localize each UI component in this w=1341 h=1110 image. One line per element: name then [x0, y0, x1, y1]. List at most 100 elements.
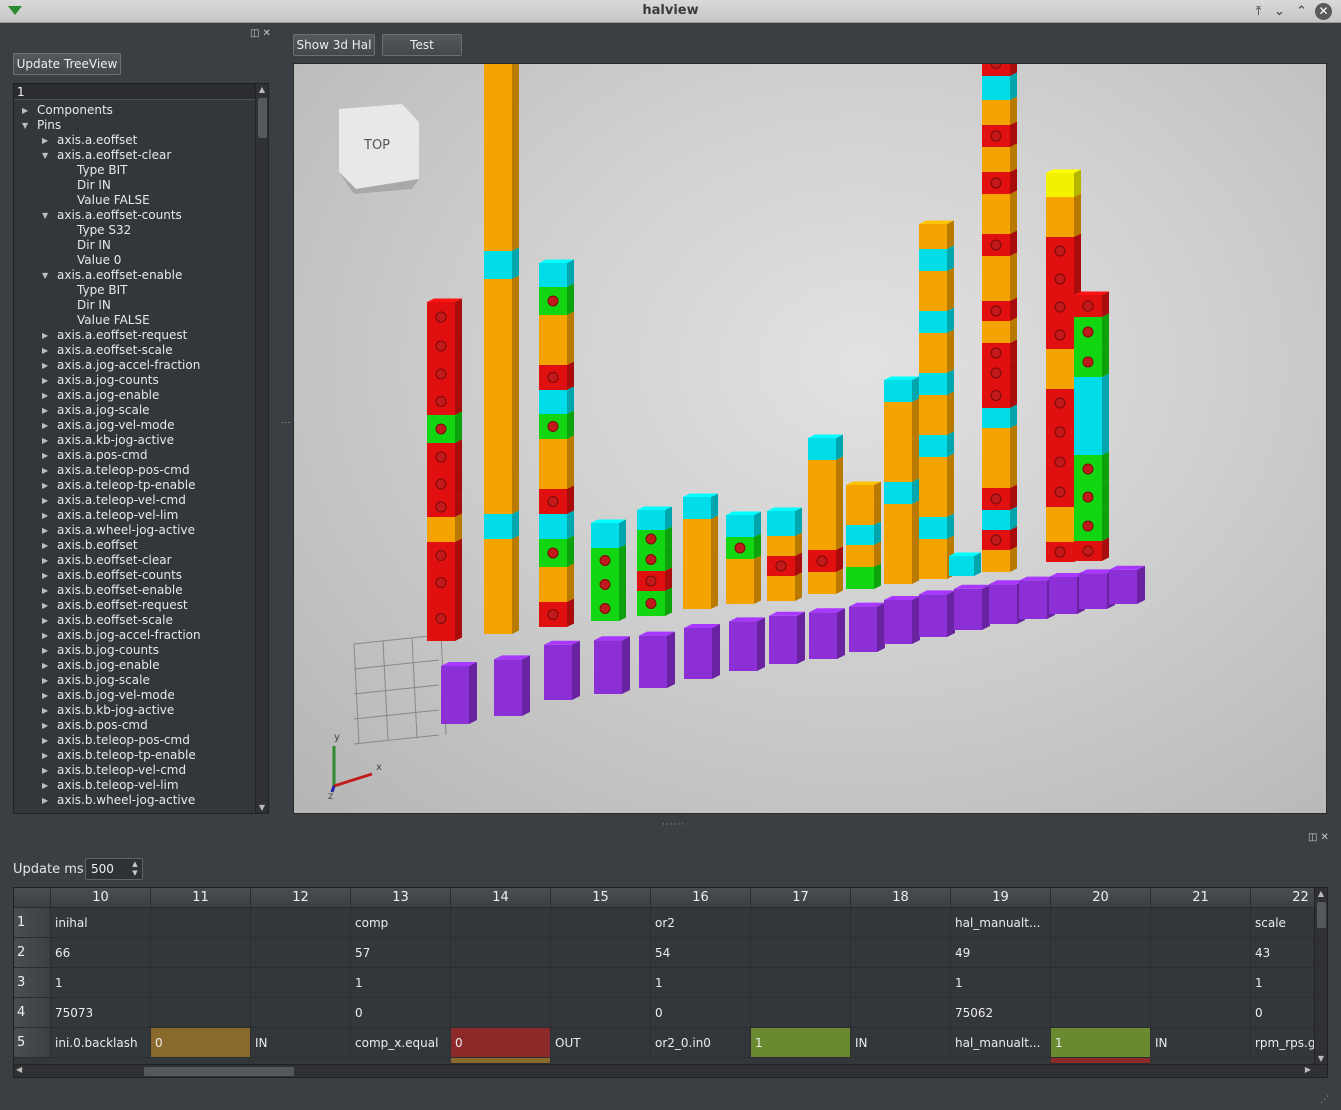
update-treeview-button[interactable]: Update TreeView [13, 53, 121, 75]
collapsed-arrow-icon[interactable]: ▶ [42, 691, 49, 700]
table-cell[interactable] [751, 998, 851, 1028]
collapsed-arrow-icon[interactable]: ▶ [42, 376, 49, 385]
hal-3d-viewport[interactable]: TOP y x z [293, 63, 1327, 814]
navcube-label[interactable]: TOP [363, 138, 390, 153]
table-cell[interactable] [1051, 968, 1151, 998]
collapsed-arrow-icon[interactable]: ▶ [42, 361, 49, 370]
collapsed-arrow-icon[interactable]: ▶ [42, 526, 49, 535]
table-cell[interactable]: 0 [651, 998, 751, 1028]
scroll-down-icon[interactable]: ▼ [258, 803, 266, 812]
collapsed-arrow-icon[interactable]: ▶ [42, 706, 49, 715]
column-header[interactable]: 22 [1251, 888, 1327, 908]
table-cell[interactable] [251, 908, 351, 938]
table-cell[interactable] [1151, 938, 1251, 968]
collapsed-arrow-icon[interactable]: ▶ [42, 721, 49, 730]
table-cell[interactable]: 1 [1051, 1028, 1151, 1058]
collapsed-arrow-icon[interactable]: ▶ [42, 631, 49, 640]
spin-down-icon[interactable]: ▼ [132, 869, 138, 877]
table-cell[interactable] [751, 908, 851, 938]
table-cell[interactable]: 1 [51, 968, 151, 998]
table-cell[interactable]: IN [1151, 1028, 1251, 1058]
table-cell[interactable] [251, 968, 351, 998]
table-cell[interactable] [151, 998, 251, 1028]
scroll-thumb[interactable] [258, 98, 267, 138]
column-header[interactable]: 10 [51, 888, 151, 908]
collapsed-arrow-icon[interactable]: ▶ [42, 391, 49, 400]
row-header[interactable]: 2 [14, 938, 51, 968]
table-cell[interactable]: ini.0.backlash [51, 1028, 151, 1058]
table-cell[interactable] [1151, 998, 1251, 1028]
column-header[interactable]: 12 [251, 888, 351, 908]
table-cell[interactable] [251, 998, 351, 1028]
collapsed-arrow-icon[interactable]: ▶ [42, 601, 49, 610]
table-cell[interactable]: 1 [1251, 968, 1327, 998]
table-cell[interactable]: 0 [1251, 998, 1327, 1028]
spin-up-icon[interactable]: ▲ [132, 860, 138, 868]
hal-data-table[interactable]: 10 11 12 13 14 15 16 17 18 19 20 21 22 1 inihal comp or2… [13, 887, 1328, 1078]
update-ms-spinbox[interactable]: 500 ▲ ▼ [85, 858, 143, 880]
test-button[interactable]: Test [382, 34, 462, 56]
collapsed-arrow-icon[interactable]: ▶ [42, 781, 49, 790]
collapsed-arrow-icon[interactable]: ▶ [42, 346, 49, 355]
minimize-icon[interactable]: ⌄ [1274, 4, 1285, 19]
table-cell[interactable]: 54 [651, 938, 751, 968]
table-hscroll-thumb[interactable] [144, 1067, 294, 1076]
collapsed-arrow-icon[interactable]: ▶ [42, 796, 49, 805]
table-cell[interactable] [551, 908, 651, 938]
dock-float-close-icons[interactable]: ◫✕ [250, 28, 274, 39]
expanded-arrow-icon[interactable]: ▼ [42, 271, 49, 280]
table-cell[interactable] [1051, 938, 1151, 968]
table-cell[interactable]: inihal [51, 908, 151, 938]
table-cell[interactable] [451, 968, 551, 998]
table-cell[interactable] [151, 938, 251, 968]
table-corner[interactable] [14, 888, 51, 908]
table-scroll-up-icon[interactable]: ▲ [1317, 889, 1325, 898]
table-cell[interactable]: comp [351, 908, 451, 938]
title-bar[interactable]: halview ⤒ ⌄ ⌃ ✕ [0, 0, 1341, 23]
collapsed-arrow-icon[interactable]: ▶ [42, 571, 49, 580]
table-cell[interactable]: or2_0.in0 [651, 1028, 751, 1058]
expanded-arrow-icon[interactable]: ▼ [42, 151, 49, 160]
collapsed-arrow-icon[interactable]: ▶ [42, 751, 49, 760]
collapsed-arrow-icon[interactable]: ▶ [42, 511, 49, 520]
table-scroll-right-icon[interactable]: ▶ [1304, 1065, 1311, 1074]
table-cell[interactable] [1151, 908, 1251, 938]
table-cell[interactable] [451, 938, 551, 968]
column-header[interactable]: 14 [451, 888, 551, 908]
app-menu-icon[interactable] [8, 6, 22, 15]
column-header[interactable]: 21 [1151, 888, 1251, 908]
table-scroll-left-icon[interactable]: ◀ [16, 1065, 23, 1074]
collapsed-arrow-icon[interactable]: ▶ [42, 406, 49, 415]
column-header[interactable]: 18 [851, 888, 951, 908]
table-cell[interactable] [851, 998, 951, 1028]
table-cell[interactable] [1051, 998, 1151, 1028]
vertical-splitter-handle[interactable]: ⋮ [280, 418, 290, 428]
show-3d-hal-button[interactable]: Show 3d Hal [293, 34, 375, 56]
table-cell[interactable] [751, 968, 851, 998]
table-cell[interactable]: 1 [351, 968, 451, 998]
table-vertical-scrollbar[interactable]: ▲ ▼ [1314, 888, 1327, 1064]
table-cell[interactable] [851, 968, 951, 998]
column-header[interactable]: 11 [151, 888, 251, 908]
expanded-arrow-icon[interactable]: ▼ [22, 121, 29, 130]
table-cell[interactable]: hal_manualt... [951, 1028, 1051, 1058]
table-cell[interactable]: 57 [351, 938, 451, 968]
collapsed-arrow-icon[interactable]: ▶ [42, 331, 49, 340]
collapsed-arrow-icon[interactable]: ▶ [42, 496, 49, 505]
table-cell[interactable]: IN [251, 1028, 351, 1058]
column-header[interactable]: 19 [951, 888, 1051, 908]
collapsed-arrow-icon[interactable]: ▶ [22, 106, 29, 115]
table-cell[interactable] [151, 968, 251, 998]
maximize-icon[interactable]: ⌃ [1296, 4, 1307, 19]
scroll-up-icon[interactable]: ▲ [258, 85, 266, 94]
row-header[interactable]: 4 [14, 998, 51, 1028]
table-cell[interactable] [551, 938, 651, 968]
table-cell[interactable] [1051, 908, 1151, 938]
table-cell[interactable]: 75073 [51, 998, 151, 1028]
collapsed-arrow-icon[interactable]: ▶ [42, 541, 49, 550]
collapsed-arrow-icon[interactable]: ▶ [42, 466, 49, 475]
collapsed-arrow-icon[interactable]: ▶ [42, 661, 49, 670]
table-cell[interactable] [251, 938, 351, 968]
keep-above-icon[interactable]: ⤒ [1255, 4, 1262, 19]
table-cell[interactable]: rpm_rps.g [1251, 1028, 1327, 1058]
